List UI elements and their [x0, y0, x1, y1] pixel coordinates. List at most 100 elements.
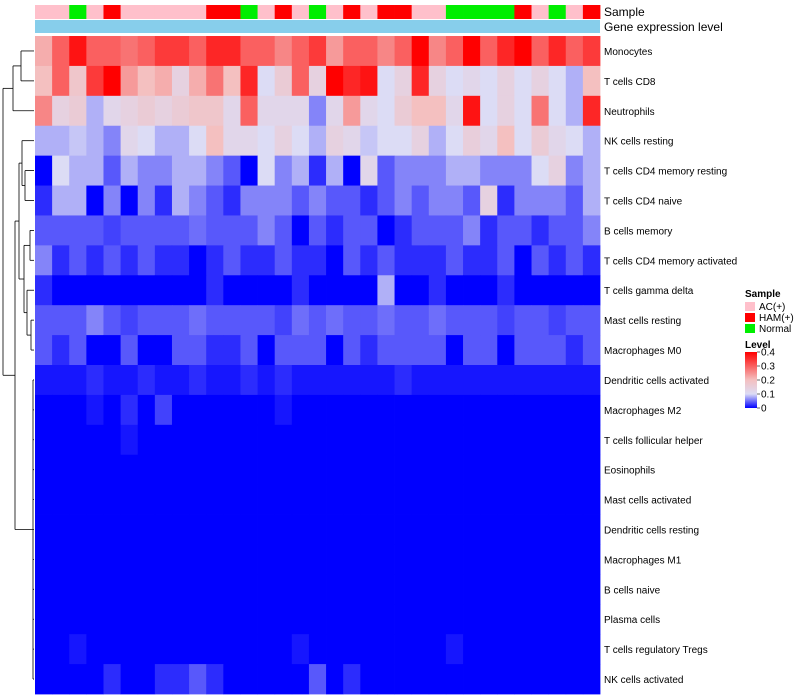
heatmap-cell — [360, 245, 378, 276]
heatmap-cell — [548, 305, 567, 336]
heatmap-cell — [548, 185, 567, 216]
heatmap-cell — [308, 125, 327, 157]
heatmap-cell — [240, 544, 258, 575]
heatmap-cell — [428, 275, 447, 306]
sample-annotation-cell — [137, 5, 156, 19]
heatmap-cell — [137, 604, 156, 635]
heatmap-cell — [514, 514, 532, 545]
heatmap-cell — [274, 185, 293, 216]
heatmap-cell — [343, 634, 361, 665]
heatmap-cell — [189, 305, 207, 336]
heatmap-cell — [565, 365, 584, 396]
sample-annotation-cell — [428, 5, 447, 19]
heatmap-cell — [480, 155, 498, 186]
heatmap-cell — [445, 424, 464, 456]
heatmap-cell — [120, 65, 139, 97]
heatmap-cell — [308, 544, 327, 575]
heatmap-cell — [326, 424, 344, 456]
heatmap-cell — [69, 65, 87, 97]
sample-annotation-cell — [548, 5, 567, 19]
heatmap-cell — [531, 245, 550, 276]
heatmap-cell — [531, 514, 550, 545]
legend-level-tick-label: 0.3 — [761, 362, 775, 373]
heatmap-cell — [531, 454, 550, 486]
heatmap-cell — [514, 245, 532, 276]
heatmap-cell — [360, 424, 378, 456]
heatmap-cell — [548, 394, 567, 426]
heatmap-cell — [189, 544, 207, 575]
heatmap-cell — [35, 125, 53, 157]
heatmap-cell — [582, 424, 601, 456]
heatmap-cell — [137, 544, 156, 575]
heatmap-cell — [445, 305, 464, 336]
heatmap-cell — [291, 664, 310, 695]
heatmap-cell — [189, 604, 207, 635]
heatmap-cell — [189, 484, 207, 515]
heatmap-cell — [565, 634, 584, 665]
heatmap-cell — [69, 125, 87, 157]
heatmap-cell — [531, 634, 550, 665]
heatmap-cell — [497, 335, 515, 366]
heatmap-cell — [291, 215, 310, 246]
heatmap-cell — [86, 125, 104, 157]
heatmap-cell — [394, 275, 413, 306]
heatmap-cell — [428, 36, 447, 67]
heatmap-cell — [223, 125, 241, 157]
heatmap-cell — [411, 394, 430, 426]
heatmap-cell — [514, 664, 532, 695]
heatmap-cell — [103, 424, 121, 456]
heatmap-cell — [531, 95, 550, 127]
heatmap-cell — [394, 245, 413, 276]
legend-level-tick-label: 0.4 — [761, 348, 775, 359]
heatmap-cell — [548, 65, 567, 97]
heatmap-cell — [69, 245, 87, 276]
row-label: T cells gamma delta — [604, 286, 694, 297]
heatmap-cell — [120, 215, 139, 246]
heatmap-cell — [480, 305, 498, 336]
heatmap-cell — [463, 215, 481, 246]
heatmap-cell — [377, 544, 395, 575]
heatmap-cell — [514, 65, 532, 97]
row-label: T cells CD4 naive — [604, 197, 683, 208]
heatmap-cell — [428, 394, 447, 426]
heatmap-cell — [428, 634, 447, 665]
heatmap-cell — [171, 454, 190, 486]
heatmap-cell — [206, 95, 224, 127]
heatmap-cell — [582, 365, 601, 396]
heatmap-cell — [582, 664, 601, 695]
heatmap-cell — [257, 634, 276, 665]
heatmap-cell — [35, 335, 53, 366]
heatmap-cell — [565, 484, 584, 515]
heatmap-cell — [189, 335, 207, 366]
heatmap-cell — [154, 664, 173, 695]
heatmap-cell — [326, 454, 344, 486]
heatmap-cell — [154, 245, 173, 276]
heatmap-cell — [120, 604, 139, 635]
heatmap-cell — [171, 335, 190, 366]
sample-annotation-cell — [35, 5, 53, 19]
heatmap-cell — [137, 36, 156, 67]
heatmap-cell — [308, 604, 327, 635]
heatmap-cell — [582, 275, 601, 306]
heatmap-cell — [497, 544, 515, 575]
heatmap-cell — [360, 335, 378, 366]
heatmap-cell — [171, 155, 190, 186]
heatmap-cell — [69, 335, 87, 366]
heatmap-cell — [206, 394, 224, 426]
sample-annotation-cell — [394, 5, 413, 19]
heatmap-cell — [565, 574, 584, 605]
heatmap-cell — [52, 245, 70, 276]
heatmap-cell — [463, 36, 481, 67]
heatmap-cell — [377, 514, 395, 545]
heatmap-cell — [223, 484, 241, 515]
heatmap-cell — [480, 65, 498, 97]
heatmap-cell — [35, 65, 53, 97]
heatmap-cell — [171, 574, 190, 605]
heatmap-cell — [257, 36, 276, 67]
heatmap-cell — [103, 664, 121, 695]
heatmap-cell — [565, 454, 584, 486]
heatmap-cell — [171, 634, 190, 665]
heatmap-cell — [377, 454, 395, 486]
legend-sample-swatch — [745, 324, 755, 333]
heatmap-cell — [326, 574, 344, 605]
